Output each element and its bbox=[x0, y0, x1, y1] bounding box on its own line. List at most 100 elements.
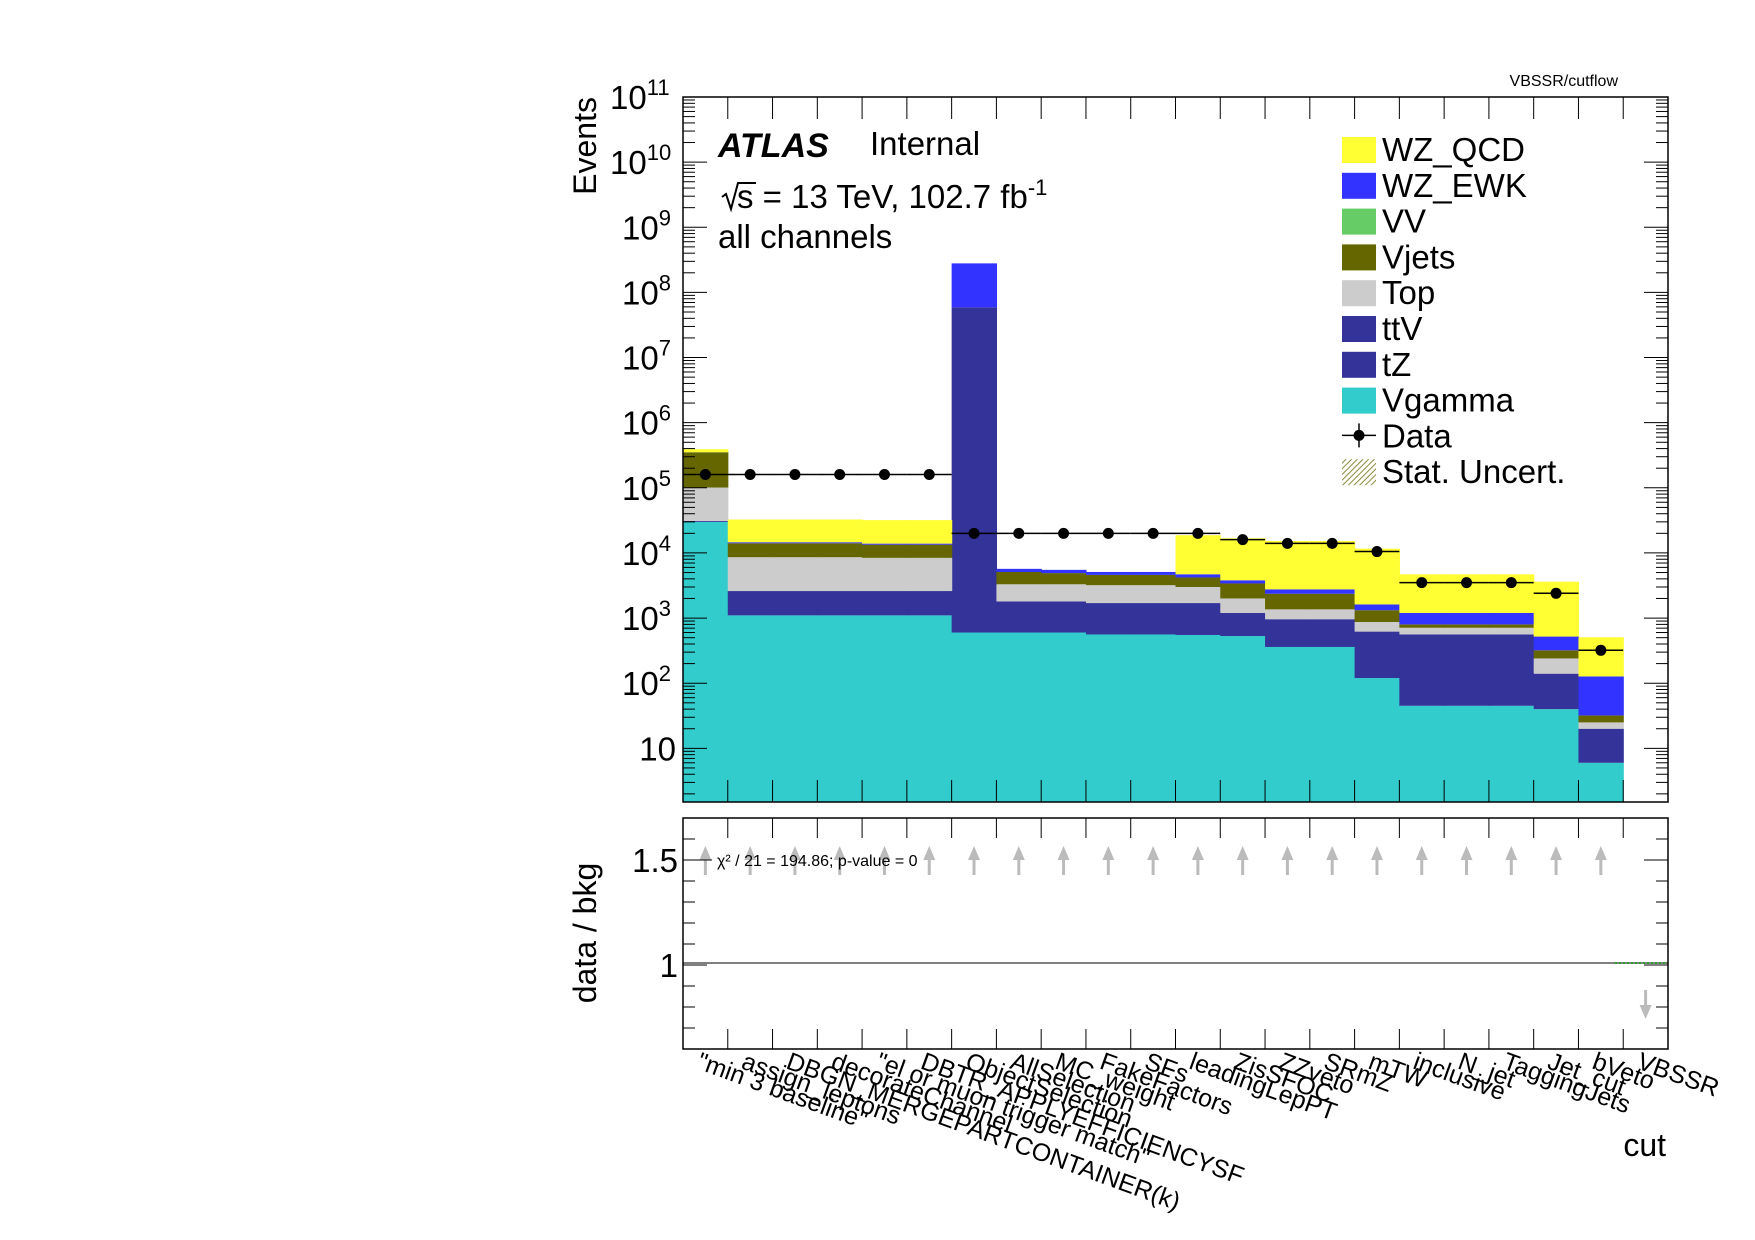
data-point-12 bbox=[1220, 534, 1266, 546]
legend-entry-top: Top bbox=[1342, 274, 1435, 311]
ratio-tick-labels: 1.51 bbox=[632, 842, 678, 984]
channel-label: all channels bbox=[718, 218, 892, 255]
ratio-arrow-up-icon bbox=[788, 846, 801, 875]
bar-top-1 bbox=[727, 557, 774, 592]
bar-wz_ewk-13 bbox=[1265, 589, 1311, 594]
x-tick-labels: "min 3 baseline"assign_leptonsDBGN_MERGE… bbox=[693, 1047, 1722, 1216]
bar-vgamma-9 bbox=[1085, 634, 1132, 802]
main-axis-ticks bbox=[683, 96, 1668, 802]
bar-wz_ewk-9 bbox=[1085, 571, 1132, 575]
bar-vjets-11 bbox=[1175, 577, 1221, 587]
bar-ttv-15 bbox=[1354, 631, 1400, 679]
bar-vgamma-7 bbox=[996, 632, 1042, 802]
bar-top-10 bbox=[1130, 585, 1177, 604]
data-point-16 bbox=[1399, 577, 1445, 589]
bar-wz_ewk-14 bbox=[1309, 589, 1356, 594]
y-tick-label: 103 bbox=[622, 596, 671, 637]
bar-vjets-16 bbox=[1399, 624, 1445, 628]
bar-vgamma-17 bbox=[1444, 705, 1490, 802]
bar-vjets-7 bbox=[996, 571, 1042, 585]
bar-vjets-19 bbox=[1533, 650, 1580, 659]
bar-wz_qcd-13 bbox=[1265, 540, 1311, 590]
data-point-17 bbox=[1444, 577, 1489, 589]
bar-top-8 bbox=[1041, 584, 1087, 602]
svg-text:Stat. Uncert.: Stat. Uncert. bbox=[1382, 453, 1565, 490]
bar-wz_ewk-8 bbox=[1041, 569, 1087, 574]
y-tick-label: 102 bbox=[622, 661, 671, 702]
data-points bbox=[683, 469, 1624, 656]
ratio-axis-ticks bbox=[683, 818, 1668, 1049]
ratio-arrow-down-icon bbox=[1639, 990, 1652, 1019]
bar-wz_ewk-7 bbox=[996, 568, 1042, 572]
bar-wz_qcd-2 bbox=[772, 519, 818, 543]
legend-entry-vv: VV bbox=[1342, 203, 1426, 240]
bar-vjets-17 bbox=[1444, 624, 1490, 628]
energy-lumi-label: s = 13 TeV, 102.7 fb-1 bbox=[721, 175, 1047, 215]
bar-top-18 bbox=[1488, 627, 1535, 635]
bar-wz_ewk-15 bbox=[1354, 604, 1400, 611]
bar-top-20 bbox=[1578, 722, 1624, 729]
bar-wz_ewk-1 bbox=[727, 542, 774, 544]
data-point-6 bbox=[951, 527, 997, 539]
data-point-2 bbox=[772, 469, 818, 481]
bar-wz_ewk-20 bbox=[1578, 676, 1624, 716]
bar-vgamma-8 bbox=[1041, 632, 1087, 802]
legend-entry-vjets: Vjets bbox=[1342, 238, 1455, 275]
data-point-3 bbox=[817, 469, 863, 481]
ratio-arrow-up-icon bbox=[1012, 846, 1025, 875]
data-point-14 bbox=[1309, 537, 1355, 549]
bar-wz_qcd-5 bbox=[906, 520, 953, 544]
bar-top-0 bbox=[683, 487, 729, 521]
bar-vgamma-6 bbox=[951, 632, 998, 802]
y-tick-label: 10 bbox=[639, 730, 676, 767]
bar-ttv-3 bbox=[817, 591, 863, 616]
internal-label: Internal bbox=[870, 125, 980, 162]
bar-ttv-0 bbox=[683, 520, 729, 522]
bar-top-9 bbox=[1085, 585, 1132, 604]
bar-ttv-6 bbox=[951, 307, 998, 633]
bar-vjets-14 bbox=[1309, 593, 1356, 610]
bar-vjets-15 bbox=[1354, 610, 1400, 623]
bar-vgamma-11 bbox=[1175, 634, 1221, 802]
ratio-arrow-up-icon bbox=[923, 846, 936, 875]
ratio-arrow-up-icon bbox=[1236, 846, 1249, 875]
bar-wz_ewk-10 bbox=[1130, 571, 1177, 575]
bar-ttv-19 bbox=[1533, 673, 1580, 710]
ratio-y-tick-label: 1 bbox=[660, 947, 678, 984]
bar-wz_ewk-3 bbox=[817, 542, 863, 544]
data-point-18 bbox=[1488, 577, 1534, 589]
bar-ttv-14 bbox=[1309, 619, 1356, 647]
data-point-11 bbox=[1175, 527, 1221, 539]
data-point-10 bbox=[1130, 527, 1176, 539]
bar-vgamma-1 bbox=[727, 615, 774, 802]
bar-ttv-1 bbox=[727, 591, 774, 616]
y-axis-label: Events bbox=[567, 97, 603, 195]
ratio-frame bbox=[682, 817, 1669, 1050]
ratio-arrow-up-icon bbox=[1460, 846, 1473, 875]
bar-wz_qcd-4 bbox=[862, 520, 908, 544]
svg-text:tZ: tZ bbox=[1382, 346, 1411, 383]
y-tick-label: 106 bbox=[622, 401, 671, 442]
bar-ttv-4 bbox=[862, 591, 908, 616]
ratio-arrow-up-icon bbox=[744, 846, 757, 875]
data-point-7 bbox=[996, 527, 1042, 539]
bar-top-19 bbox=[1533, 658, 1580, 674]
bar-top-17 bbox=[1444, 627, 1490, 635]
bar-wz_qcd-11 bbox=[1175, 535, 1221, 575]
bar-wz_qcd-3 bbox=[817, 519, 863, 543]
bar-vgamma-19 bbox=[1533, 709, 1580, 802]
bar-vgamma-5 bbox=[906, 615, 953, 802]
y-tick-label: 1010 bbox=[610, 140, 671, 181]
bar-ttv-20 bbox=[1578, 728, 1624, 763]
bar-top-5 bbox=[906, 557, 953, 592]
bar-wz_ewk-5 bbox=[906, 543, 953, 545]
bar-top-14 bbox=[1309, 609, 1356, 620]
ratio-arrow-up-icon bbox=[833, 846, 846, 875]
main-frame bbox=[682, 96, 1669, 803]
bar-wz_ewk-2 bbox=[772, 542, 818, 544]
svg-text:Top: Top bbox=[1382, 274, 1435, 311]
legend-entry-tz: tZ bbox=[1342, 346, 1411, 383]
bar-vjets-18 bbox=[1488, 624, 1535, 628]
ratio-arrow-up-icon bbox=[878, 846, 891, 875]
bar-vgamma-12 bbox=[1220, 636, 1266, 802]
